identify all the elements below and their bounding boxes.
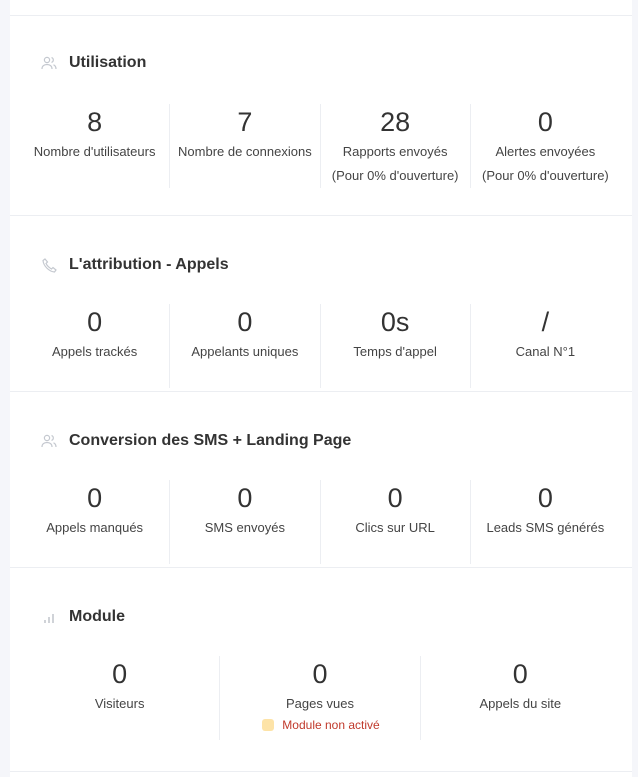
stat-top-channel: / Canal N°1 [469, 304, 620, 388]
dashboard-card: Utilisation 8 Nombre d'utilisateurs 7 Nomb… [10, 0, 632, 777]
stat-value: 0 [87, 307, 103, 337]
stat-sublabel: (Pour 0% d'ouverture) [331, 168, 459, 183]
stat-url-clicks: 0 Clics sur URL [319, 480, 470, 564]
stat-sms-leads: 0 Leads SMS générés [469, 480, 620, 564]
stat-sms-sent: 0 SMS envoyés [169, 480, 319, 564]
stat-value: 28 [380, 107, 411, 137]
stat-connections: 7 Nombre de connexions [169, 104, 319, 188]
stat-page-views: 0 Pages vues [219, 656, 419, 740]
stat-value: 7 [237, 107, 253, 137]
stat-label: Appels trackés [51, 344, 138, 359]
stat-label: Nombre d'utilisateurs [33, 144, 156, 159]
section-title: Utilisation [69, 54, 147, 71]
section-module: Module 0 Visiteurs 0 Pages vues 0 Appels du… [10, 567, 632, 772]
stat-label: Clics sur URL [355, 520, 435, 535]
stat-users: 8 Nombre d'utilisateurs [20, 104, 169, 188]
stat-label: Visiteurs [94, 696, 145, 711]
stat-value: 8 [87, 107, 103, 137]
stat-call-time: 0s Temps d'appel [319, 304, 470, 388]
stat-label: Appelants uniques [191, 344, 299, 359]
stat-label: Canal N°1 [515, 344, 576, 359]
stat-value: 0s [380, 307, 410, 337]
stat-value: 0 [87, 483, 103, 513]
section-title: Conversion des SMS + Landing Page [69, 432, 352, 449]
users-icon [40, 432, 58, 450]
stat-value: 0 [237, 483, 253, 513]
stat-label: Pages vues [286, 696, 354, 711]
module-status: Module non activé [10, 718, 632, 732]
section-attribution: L'attribution - Appels 0 Appels trackés 0… [10, 215, 632, 391]
stat-visitors: 0 Visiteurs [20, 656, 219, 740]
stat-missed-calls: 0 Appels manqués [20, 480, 169, 564]
stat-label: Nombre de connexions [178, 144, 312, 159]
section-title: L'attribution - Appels [69, 256, 229, 273]
stat-sublabel: (Pour 0% d'ouverture) [481, 168, 609, 183]
stat-unique-callers: 0 Appelants uniques [169, 304, 319, 388]
stat-reports: 28 Rapports envoyés (Pour 0% d'ouverture) [319, 104, 470, 188]
section-sms-conversion: Conversion des SMS + Landing Page 0 Appel… [10, 391, 632, 567]
section-utilisation: Utilisation 8 Nombre d'utilisateurs 7 Nomb… [10, 15, 632, 215]
stat-value: 0 [512, 659, 528, 689]
stat-label: Leads SMS générés [486, 520, 605, 535]
stat-alerts: 0 Alertes envoyées (Pour 0% d'ouverture) [469, 104, 620, 188]
module-status-text: Module non activé [282, 718, 380, 732]
stat-value: 0 [237, 307, 253, 337]
stat-label: Rapports envoyés [342, 144, 448, 159]
stat-label: SMS envoyés [204, 520, 285, 535]
stat-value: 0 [537, 483, 553, 513]
bar-chart-icon [40, 608, 58, 626]
stat-label: Appels du site [479, 696, 562, 711]
stat-label: Appels manqués [46, 520, 144, 535]
stat-tracked-calls: 0 Appels trackés [20, 304, 169, 388]
stat-value: 0 [112, 659, 128, 689]
stat-value: 0 [312, 659, 328, 689]
phone-icon [40, 256, 58, 274]
stat-value: / [541, 307, 550, 337]
stat-site-calls: 0 Appels du site [419, 656, 620, 740]
stat-value: 0 [387, 483, 403, 513]
users-icon [40, 54, 58, 72]
section-title: Module [69, 608, 125, 625]
stat-value: 0 [537, 107, 553, 137]
stat-label: Temps d'appel [353, 344, 437, 359]
stat-label: Alertes envoyées [495, 144, 596, 159]
status-dot-icon [262, 719, 275, 731]
